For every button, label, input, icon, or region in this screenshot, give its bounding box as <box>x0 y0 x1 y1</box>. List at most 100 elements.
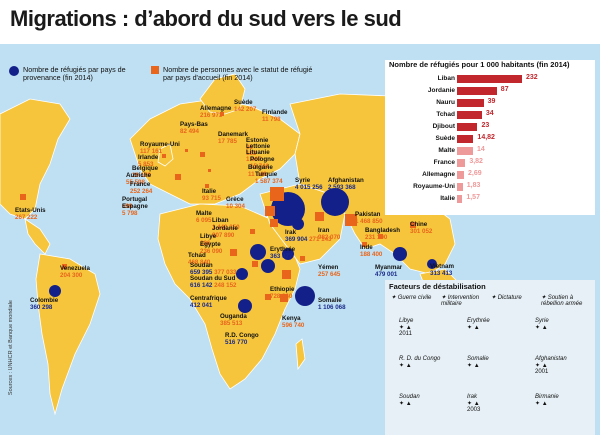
legend-refugees-text: Nombre de réfugiés par pays de provenanc… <box>23 65 126 82</box>
per-capita-row: Tchad 34 <box>385 110 585 120</box>
country-label: Inde 188 400 <box>360 244 383 258</box>
country-label: Lituanie 1 007 <box>246 149 270 163</box>
host-square-italie <box>205 184 209 188</box>
refugee-circle-soudan <box>250 244 266 260</box>
factor-country: Afghanistan ✦ ▲ 2001 <box>535 356 567 375</box>
north-america-landmass <box>0 98 71 220</box>
factor-icon: ✦ <box>441 295 448 301</box>
per-capita-country: Tchad <box>436 111 455 118</box>
per-capita-row: France 3,82 <box>385 158 585 168</box>
country-label: Tchad 468 840 <box>188 252 211 266</box>
host-square-tchad <box>230 249 237 256</box>
host-square-pakistan <box>345 214 357 226</box>
country-label: R.D. Congo 516 770 <box>225 332 259 346</box>
factor-icons: ✦ ▲ <box>399 363 412 369</box>
per-capita-country: Allemagne <box>422 171 455 178</box>
refugee-legend-icon <box>9 66 19 76</box>
factors-title: Facteurs de déstabilisation <box>389 282 486 291</box>
host-square-iran <box>315 212 324 221</box>
map-title: Migrations : d’abord du sud vers le sud <box>10 6 402 31</box>
country-label: Ouganda 385 513 <box>220 313 247 327</box>
country-label: Somalie 1 106 068 <box>318 297 346 311</box>
factor-icon: ✦ <box>491 295 498 301</box>
source-credit: Sources : UNHCR et Banque mondiale <box>8 300 14 396</box>
country-label: Bangladesh 231 100 <box>365 227 401 241</box>
per-capita-value: 2,69 <box>467 170 482 177</box>
country-label: Italie 93 715 <box>202 188 221 202</box>
country-label: Irlande 5 853 <box>138 154 159 168</box>
country-label: Soudan du Sud 616 142 248 152 <box>190 275 237 289</box>
per-capita-row: Italie 1,57 <box>385 194 585 204</box>
per-capita-country: Italie <box>440 195 455 202</box>
legend-hosts-text: Nombre de personnes avec le statut de ré… <box>163 65 313 82</box>
country-label: Espagne 5 798 <box>122 203 148 217</box>
factor-icons: ✦ ▲ <box>399 401 412 407</box>
country-label: Syrie 4 015 256 <box>295 177 323 191</box>
per-capita-country: Djibout <box>432 123 455 130</box>
factor-country: Libye ✦ ▲ 2011 <box>399 318 414 337</box>
per-capita-value: 23 <box>481 122 490 129</box>
per-capita-country: Nauru <box>436 99 455 106</box>
country-label: Grèce 10 304 <box>226 196 245 210</box>
per-capita-row: Allemagne 2,69 <box>385 170 585 180</box>
country-label: Estonie 90 <box>246 137 269 151</box>
host-square-egypte <box>250 229 255 234</box>
per-capita-panel: Nombre de réfugiés pour 1 000 habitants … <box>385 60 595 215</box>
per-capita-value: 1,83 <box>466 182 481 189</box>
factor-icon: ✦ <box>541 295 548 301</box>
country-label: Liban 1 442 350 <box>212 217 240 231</box>
per-capita-bar <box>457 87 497 95</box>
per-capita-bar <box>457 135 474 143</box>
country-label: Venezuela 204 300 <box>60 265 90 279</box>
per-capita-value: 87 <box>500 86 509 93</box>
per-capita-bar <box>457 99 484 107</box>
country-label: Suède 142 207 <box>234 99 257 113</box>
factor-icons: ✦ ▲ <box>535 325 548 331</box>
per-capita-bar <box>457 183 463 191</box>
country-label: Centrafrique 412 041 <box>190 295 227 309</box>
per-capita-country: Jordanie <box>427 87 455 94</box>
host-square-jordanie <box>270 219 278 227</box>
per-capita-row: Royaume-Uni 1,83 <box>385 182 585 192</box>
per-capita-value: 232 <box>526 74 538 81</box>
country-label: Chine 301 052 <box>410 221 433 235</box>
factor-country: Erythrée ✦ ▲ <box>467 318 490 331</box>
per-capita-bar <box>457 171 464 179</box>
factor-icons: ✦ ▲ <box>535 401 548 407</box>
refugee-circle-vietnam <box>427 259 437 269</box>
central-america-landmass <box>24 218 51 255</box>
factor-country: Irak ✦ ▲ 2003 <box>467 394 481 413</box>
country-label: Lettonie 183 <box>246 143 271 157</box>
per-capita-row: Liban 232 <box>385 74 585 84</box>
host-square-venezuela <box>62 264 67 269</box>
country-label: Pays-Bas 82 494 <box>180 121 208 135</box>
country-label: Autriche 55 598 <box>126 172 152 186</box>
factor-icons: ✦ ▲ <box>399 325 412 331</box>
per-capita-country: Suède <box>435 135 455 142</box>
per-capita-value: 14 <box>476 146 485 153</box>
host-square-pays-bas <box>185 149 188 152</box>
scandinavia-landmass <box>199 73 246 115</box>
refugee-circle-afghanistan <box>321 188 349 216</box>
per-capita-value: 3,82 <box>469 158 483 165</box>
host-square-autriche <box>208 169 211 172</box>
country-label: Iran 982 070 <box>318 227 341 241</box>
refugee-circle-rdc <box>238 299 252 313</box>
host-square-etats-unis <box>20 194 26 200</box>
host-square-chine <box>410 222 416 228</box>
per-capita-bar <box>457 147 473 155</box>
country-label: Etats-Unis 267 222 <box>15 207 46 221</box>
host-square-liban <box>265 206 275 216</box>
factor-legend-item: ✦ Intervention militaire <box>441 295 480 307</box>
country-label: Allemagne 216 973 <box>200 105 232 119</box>
refugee-circle-myanmar <box>393 247 407 261</box>
refugee-circle-colombie <box>49 285 61 297</box>
factor-icons: ✦ ▲ <box>467 325 480 331</box>
per-capita-row: Djibout 23 <box>385 122 585 132</box>
factor-legend-item: ✦ Soutien à rébellion armée <box>541 295 583 307</box>
factor-icon: ✦ <box>391 295 398 301</box>
madagascar-landmass <box>295 338 306 371</box>
per-capita-title: Nombre de réfugiés pour 1 000 habitants … <box>389 60 570 69</box>
per-capita-bar <box>457 111 482 119</box>
factor-country: Somalie ✦ ▲ <box>467 356 489 369</box>
